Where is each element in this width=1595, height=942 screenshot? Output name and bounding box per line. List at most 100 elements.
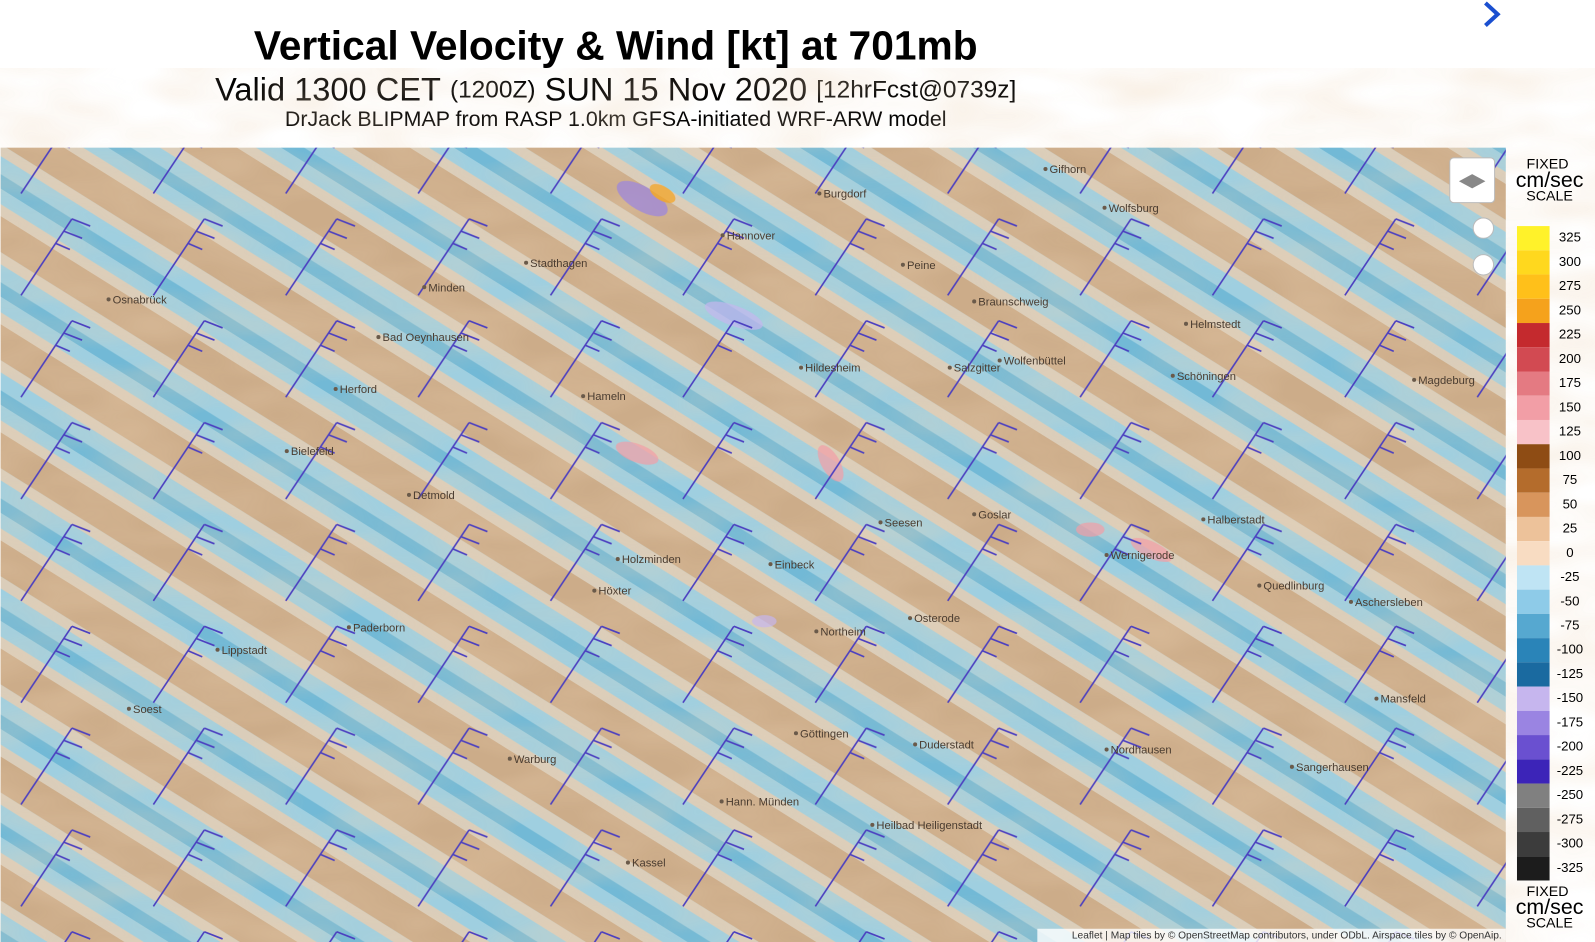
- scale-label: cm/sec: [1516, 168, 1584, 192]
- place-label: Helmstedt: [1190, 319, 1241, 331]
- scale-swatch: [1516, 856, 1550, 881]
- place-dot: [406, 492, 412, 497]
- scale-value: 125: [1559, 424, 1581, 439]
- place-dot: [799, 365, 804, 370]
- place-label: Wolfsburg: [1109, 203, 1159, 215]
- place-dot: [581, 394, 586, 399]
- scale-value: -75: [1560, 617, 1579, 632]
- next-arrow[interactable]: [1484, 1, 1501, 27]
- scale-value: 50: [1563, 496, 1578, 511]
- place-dot: [913, 742, 918, 747]
- scale-swatch: [1516, 371, 1550, 396]
- scale-swatch: [1516, 492, 1550, 517]
- scale-value: -325: [1557, 860, 1583, 875]
- place-label: Warburg: [514, 754, 556, 766]
- scale-swatch: [1516, 686, 1550, 711]
- scale-value: -250: [1557, 787, 1583, 802]
- place-dot: [592, 588, 597, 593]
- scale-swatch: [1516, 735, 1550, 760]
- place-dot: [215, 647, 220, 652]
- place-label: Osnabrück: [113, 294, 168, 306]
- scale-value: -200: [1557, 739, 1583, 754]
- scale-swatch: [1516, 807, 1550, 833]
- scale-value: 325: [1559, 230, 1581, 245]
- place-dot: [878, 520, 883, 525]
- place-label: Halberstadt: [1207, 514, 1265, 526]
- place-dot: [1412, 377, 1417, 382]
- scale-swatch: [1516, 347, 1550, 372]
- place-label: Seesen: [885, 518, 923, 530]
- map: Hannover Braunschweig Wolfsburg Magdeburg Hi…: [0, 147, 1506, 942]
- scale-label: SCALE: [1526, 915, 1573, 931]
- place-dot: [106, 297, 111, 302]
- place-dot: [1289, 764, 1294, 769]
- place-dot: [1043, 167, 1048, 172]
- place-dot: [524, 260, 529, 265]
- title: Vertical Velocity & Wind [kt] at 701mb: [254, 23, 978, 69]
- scale-value: 150: [1559, 399, 1581, 414]
- place-label: Northeim: [820, 626, 865, 638]
- place-label: Soest: [133, 704, 162, 716]
- scale-swatch: [1516, 832, 1550, 857]
- scale-swatch: [1516, 250, 1550, 275]
- scale-swatch: [1516, 710, 1550, 736]
- place-dot: [1102, 205, 1107, 210]
- scale-value: -50: [1560, 593, 1579, 608]
- place-label: Göttingen: [800, 728, 849, 740]
- place-dot: [126, 706, 131, 711]
- locate-button-2[interactable]: [1472, 254, 1495, 276]
- place-label: Detmold: [413, 490, 455, 502]
- scale-swatch: [1516, 516, 1550, 542]
- locate-button[interactable]: [1472, 217, 1495, 239]
- place-label: Kassel: [632, 858, 666, 870]
- zulu: (1200Z): [450, 77, 536, 104]
- scale-value: 100: [1559, 448, 1581, 463]
- place-dot: [907, 616, 913, 621]
- place-dot: [972, 512, 977, 517]
- scale-label: SCALE: [1526, 188, 1573, 204]
- place-label: Hameln: [587, 391, 626, 403]
- valid-line: Valid 1300 CET (1200Z) SUN 15 Nov 2020 […: [215, 71, 1016, 107]
- place-dot: [376, 335, 381, 340]
- scale-value: -175: [1557, 714, 1583, 729]
- place-label: Braunschweig: [978, 297, 1048, 309]
- place-label: Einbeck: [775, 559, 815, 571]
- place-label: Hann. Münden: [726, 797, 799, 809]
- scale-value: 75: [1563, 472, 1578, 487]
- place-dot: [972, 299, 977, 304]
- place-label: Bad Oeynhausen: [383, 332, 469, 344]
- scale-swatch: [1516, 419, 1550, 445]
- place-label: Heilbad Heiligenstadt: [876, 820, 983, 832]
- place-label: Aschersleben: [1355, 597, 1423, 609]
- place-label: Lippstadt: [222, 645, 268, 657]
- place-dot: [947, 365, 952, 370]
- scale-swatch: [1516, 298, 1550, 324]
- place-label: Hildesheim: [805, 363, 860, 375]
- place-label: Minden: [428, 282, 465, 294]
- place-label: Wolfenbüttel: [1004, 356, 1066, 368]
- place-dot: [333, 386, 338, 392]
- places: Hannover Braunschweig Wolfsburg Magdeburg Hi…: [106, 164, 1475, 870]
- place-dot: [615, 557, 620, 562]
- place-dot: [1348, 599, 1354, 604]
- place-label: Nordhausen: [1111, 745, 1172, 757]
- place-label: Herford: [340, 384, 377, 396]
- scale-value: 200: [1559, 351, 1581, 366]
- place-dot: [900, 262, 905, 267]
- scale-label: FIXED: [1527, 884, 1569, 900]
- place-dot: [1374, 696, 1379, 701]
- place-label: Magdeburg: [1418, 375, 1475, 387]
- forecast: [12hrFcst@0739z]: [816, 77, 1016, 104]
- scale-swatch: [1516, 226, 1550, 251]
- place-label: Gifhorn: [1050, 164, 1087, 176]
- place-dot: [507, 756, 512, 761]
- header: Vertical Velocity & Wind [kt] at 701mb V…: [215, 1, 1501, 131]
- scale-swatch: [1516, 783, 1550, 808]
- scale-swatch: [1516, 444, 1550, 469]
- place-label: Sangerhausen: [1296, 762, 1369, 774]
- place-dot: [719, 799, 724, 804]
- place-dot: [793, 731, 799, 736]
- place-label: Osterode: [914, 613, 960, 625]
- wind-barbs: [0, 147, 1506, 942]
